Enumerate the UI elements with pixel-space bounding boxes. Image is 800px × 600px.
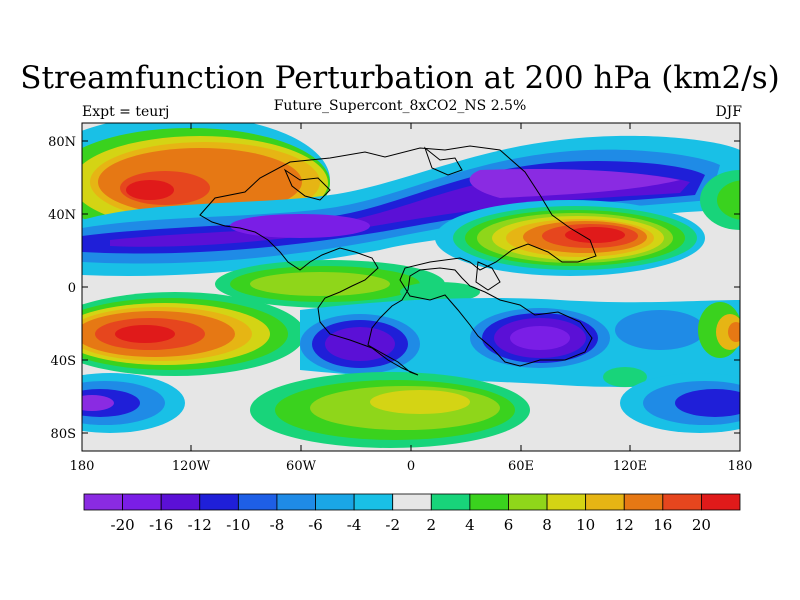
colorbar-label: -10 — [226, 516, 250, 534]
lon-label: 60W — [286, 459, 317, 474]
continent-outline — [199, 145, 597, 376]
lon-label: 180 — [728, 459, 753, 474]
colorbar-label: -16 — [149, 516, 173, 534]
colorbar-label: 12 — [615, 516, 634, 534]
colorbar-label: 4 — [465, 516, 475, 534]
colorbar-label: -20 — [111, 516, 135, 534]
colorbar-swatch — [199, 493, 239, 511]
lon-label: 180 — [70, 459, 95, 474]
lat-label: 40N — [48, 208, 76, 223]
colorbar: -20 -16 -12 -10 -8 -6 -4 -2 2 4 6 8 10 12 16 20 — [83, 493, 741, 534]
positive-anomaly-south-west — [82, 292, 305, 376]
colorbar-swatch — [430, 493, 471, 511]
negative-anomaly-south-polar — [82, 373, 740, 433]
figure-subtitle: Future_Supercont_8xCO2_NS 2.5% — [273, 98, 527, 114]
colorbar-label: -4 — [347, 516, 362, 534]
colorbar-swatch — [122, 493, 162, 511]
colorbar-swatch — [353, 493, 394, 511]
colorbar-label: 2 — [427, 516, 437, 534]
colorbar-label: 10 — [576, 516, 595, 534]
colorbar-swatch — [508, 493, 548, 511]
colorbar-swatch — [83, 493, 123, 511]
positive-anomaly-south-high-latitude — [250, 372, 530, 448]
longitude-labels: 180 120W 60W 0 60E 120E 180 — [70, 459, 753, 474]
latitude-labels: 80N 40N 0 40S 80S — [48, 135, 76, 442]
positive-anomaly-far-east — [700, 170, 740, 230]
colorbar-swatch — [623, 493, 664, 511]
positive-anomaly-north-east — [435, 200, 705, 276]
colorbar-swatch — [237, 493, 278, 511]
experiment-label: Expt = teurj — [82, 104, 170, 120]
colorbar-label: -8 — [270, 516, 285, 534]
colorbar-label: -12 — [188, 516, 212, 534]
colorbar-label: 20 — [692, 516, 711, 534]
lat-label: 80S — [51, 427, 76, 442]
positive-anomaly-small-south-east — [603, 367, 647, 387]
negative-anomaly-south-band — [300, 298, 740, 388]
colorbar-swatch — [315, 493, 355, 511]
colorbar-swatch — [276, 493, 316, 511]
lon-label: 0 — [407, 459, 415, 474]
colorbar-label: -2 — [385, 516, 400, 534]
colorbar-label: 16 — [653, 516, 672, 534]
colorbar-swatch — [585, 493, 625, 511]
lon-label: 120W — [172, 459, 211, 474]
negative-anomaly-north-band — [82, 135, 740, 276]
colorbar-swatch — [546, 493, 587, 511]
colorbar-label: -6 — [308, 516, 323, 534]
lat-label: 40S — [51, 354, 76, 369]
lat-label: 80N — [48, 135, 76, 150]
colorbar-swatch — [701, 493, 741, 511]
axis-ticks — [82, 123, 740, 451]
colorbar-swatch — [469, 493, 509, 511]
colorbar-swatch — [662, 493, 702, 511]
figure-title: Streamfunction Perturbation at 200 hPa (… — [20, 60, 780, 96]
contour-field — [82, 123, 740, 451]
positive-anomaly-equatorial — [215, 260, 480, 308]
lon-label: 60E — [508, 459, 534, 474]
colorbar-label: 6 — [504, 516, 514, 534]
lon-label: 120E — [613, 459, 647, 474]
colorbar-swatch — [160, 493, 201, 511]
season-label: DJF — [715, 104, 742, 120]
colorbar-swatch — [392, 493, 432, 511]
colorbar-label: 8 — [542, 516, 552, 534]
lat-label: 0 — [68, 281, 76, 296]
